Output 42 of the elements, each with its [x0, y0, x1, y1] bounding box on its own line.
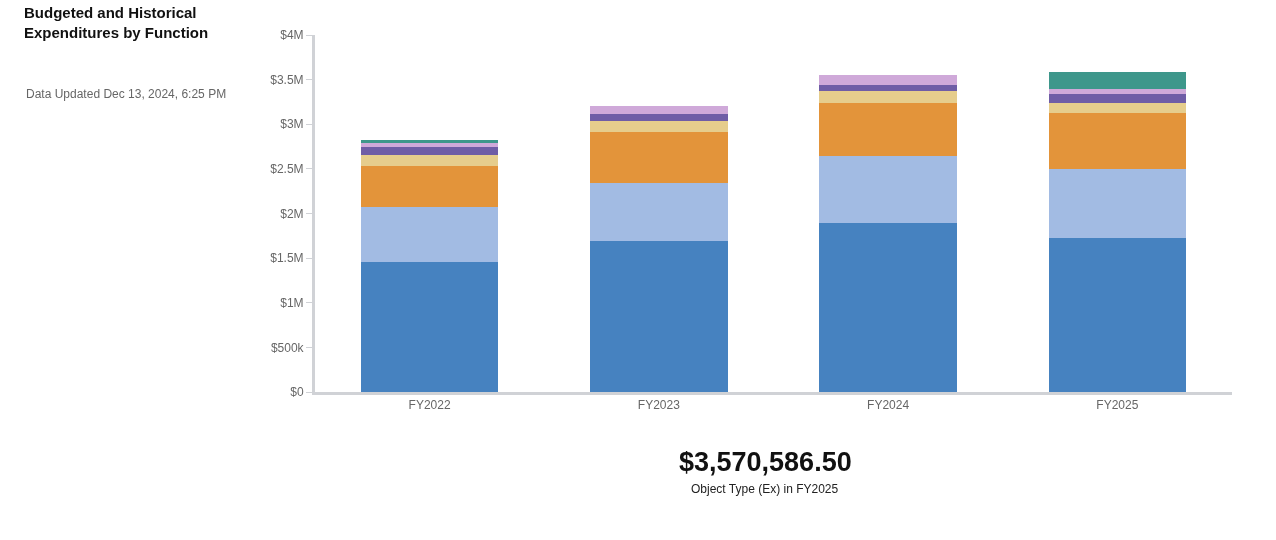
- text: $3,570,586.50: [679, 447, 852, 477]
- bar: [590, 106, 728, 114]
- bar: [360, 166, 499, 208]
- text: Object Type (Ex) in FY2025: [691, 482, 839, 496]
- bar: [819, 223, 957, 392]
- bar: [1048, 238, 1187, 392]
- bar: [590, 120, 728, 133]
- bar: [360, 147, 499, 155]
- bar: [590, 241, 728, 392]
- bar: [819, 84, 957, 92]
- bar: [590, 183, 728, 242]
- bar: [819, 91, 957, 103]
- bar: [590, 113, 728, 121]
- bar: [1048, 93, 1187, 103]
- y-tick-label: $3M: [280, 117, 304, 132]
- y-tick-label: $2.5M: [270, 162, 304, 177]
- x-tick-label: FY2023: [637, 398, 681, 413]
- bar: [819, 75, 957, 85]
- bar: [360, 261, 499, 392]
- bar: [1048, 89, 1187, 94]
- bar: [360, 154, 499, 167]
- y-tick-label: $4M: [280, 28, 304, 43]
- y-tick-label: $1.5M: [270, 251, 304, 266]
- bar: [360, 140, 499, 143]
- x-tick-label: FY2024: [867, 398, 910, 413]
- y-tick-label: $3.5M: [270, 72, 304, 87]
- bar: [819, 156, 957, 224]
- x-tick-label: FY2022: [408, 398, 451, 413]
- bar: [360, 207, 499, 262]
- y-tick-label: $500k: [270, 340, 305, 355]
- y-tick-label: $2M: [280, 206, 304, 221]
- text: Data Updated Dec 13, 2024, 6:25 PM: [26, 87, 227, 101]
- bar: [1048, 102, 1187, 113]
- y-tick-label: $1M: [280, 295, 304, 310]
- y-tick-label: $0: [290, 385, 304, 400]
- bar: [819, 102, 957, 157]
- bar: [1048, 168, 1187, 239]
- bar: [1048, 72, 1187, 90]
- bar: [590, 132, 728, 184]
- x-tick-label: FY2025: [1096, 398, 1139, 413]
- bar: [1048, 112, 1187, 169]
- text: Budgeted and Historical Expenditures by Function: [24, 4, 209, 41]
